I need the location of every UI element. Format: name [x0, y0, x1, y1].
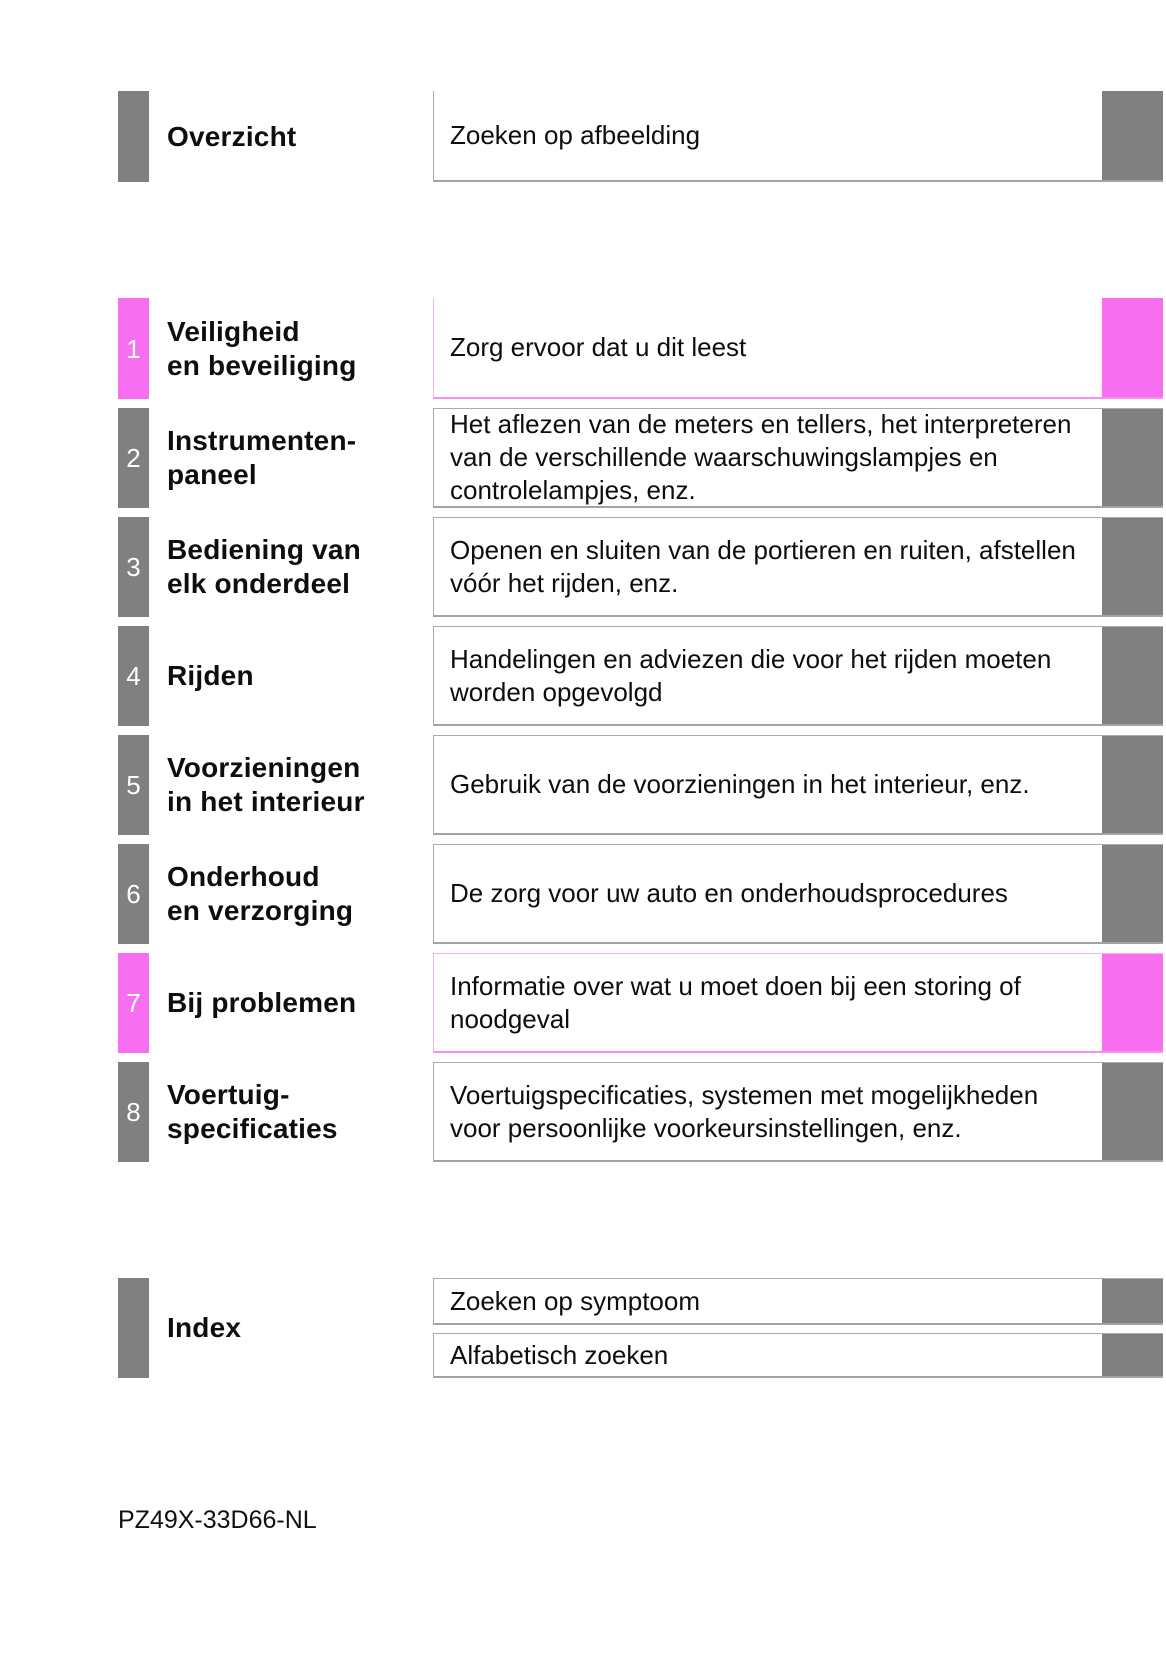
chapter-description-box-2: Het aflezen van de meters en tellers, he… [433, 408, 1163, 508]
section-row-overzicht: Overzicht Zoeken op afbeelding [0, 91, 1166, 182]
chapter-number-tab-1: 1 [118, 298, 149, 399]
chapter-title-3: Bediening van elk onderdeel [167, 534, 361, 599]
chapter-number-tab-5: 5 [118, 735, 149, 835]
publication-code: PZ49X-33D66-NL [118, 1506, 317, 1534]
accent-block-4 [1102, 627, 1163, 724]
chapter-description-overzicht: Zoeken op afbeelding [450, 120, 701, 150]
chapter-title-8: Voertuig- specificaties [167, 1079, 338, 1144]
accent-block-overzicht [1102, 91, 1163, 180]
chapter-title-5: Voorzieningen in het interieur [167, 752, 365, 817]
chapter-description-3: Openen en sluiten van de portieren en ru… [450, 534, 1076, 598]
chapter-number-tab-8: 8 [118, 1062, 149, 1162]
chapter-title-7: Bij problemen [167, 987, 357, 1018]
index-item-2: Alfabetisch zoeken [450, 1339, 669, 1370]
chapter-number-tab-6: 6 [118, 844, 149, 944]
chapter-description-box-4: Handelingen en adviezen die voor het rij… [433, 626, 1163, 726]
chapter-title-1: Veiligheid en beveiliging [167, 315, 357, 381]
section-row-7: 7 Bij problemen Informatie over wat u mo… [0, 953, 1166, 1053]
chapter-number: 5 [126, 770, 141, 800]
chapter-title-overzicht: Overzicht [167, 120, 297, 152]
chapter-description-7: Informatie over wat u moet doen bij een … [450, 970, 1021, 1034]
accent-block-7 [1102, 954, 1163, 1051]
chapter-number-tab-7: 7 [118, 953, 149, 1053]
accent-block-6 [1102, 845, 1163, 942]
chapter-title-4: Rijden [167, 660, 254, 691]
section-row-1: 1 Veiligheid en beveiliging Zorg ervoor … [0, 298, 1166, 399]
chapter-number: 1 [126, 333, 141, 364]
chapter-number: 7 [126, 988, 141, 1018]
chapter-title-2: Instrumenten- paneel [167, 425, 357, 490]
chapter-description-box-5: Gebruik van de voorzieningen in het inte… [433, 735, 1163, 835]
chapter-description-box-overzicht: Zoeken op afbeelding [433, 91, 1163, 182]
index-item-box-1: Zoeken op symptoom [433, 1278, 1163, 1325]
chapter-description-box-3: Openen en sluiten van de portieren en ru… [433, 517, 1163, 617]
chapter-description-box-7: Informatie over wat u moet doen bij een … [433, 953, 1163, 1053]
chapter-description-6: De zorg voor uw auto en onderhoudsproced… [450, 878, 1008, 908]
section-row-3: 3 Bediening van elk onderdeel Openen en … [0, 517, 1166, 617]
chapter-tab-index [118, 1278, 149, 1378]
section-row-6: 6 Onderhoud en verzorging De zorg voor u… [0, 844, 1166, 944]
section-row-5: 5 Voorzieningen in het interieur Gebruik… [0, 735, 1166, 835]
chapter-description-box-6: De zorg voor uw auto en onderhoudsproced… [433, 844, 1163, 944]
chapter-number: 2 [126, 443, 141, 473]
chapter-number: 6 [126, 879, 141, 909]
chapter-tab-overzicht [118, 91, 149, 182]
index-item-1: Zoeken op symptoom [450, 1285, 701, 1316]
chapter-number: 4 [126, 661, 141, 691]
chapter-description-box-1: Zorg ervoor dat u dit leest [433, 298, 1163, 399]
accent-block-2 [1102, 409, 1163, 506]
chapter-description-4: Handelingen en adviezen die voor het rij… [450, 643, 1052, 707]
chapter-number: 8 [126, 1097, 141, 1127]
chapter-description-8: Voertuigspecificaties, systemen met moge… [450, 1079, 1039, 1143]
section-row-2: 2 Instrumenten- paneel Het aflezen van d… [0, 408, 1166, 508]
chapter-number: 3 [126, 552, 141, 582]
section-row-index: Index Zoeken op symptoom Alfabetisch zoe… [0, 1278, 1166, 1378]
chapter-title-index: Index [167, 1312, 242, 1343]
section-row-8: 8 Voertuig- specificaties Voertuigspecif… [0, 1062, 1166, 1162]
chapter-description-box-8: Voertuigspecificaties, systemen met moge… [433, 1062, 1163, 1162]
section-row-4: 4 Rijden Handelingen en adviezen die voo… [0, 626, 1166, 726]
accent-block-index-2 [1102, 1334, 1163, 1376]
accent-block-1 [1102, 298, 1163, 397]
chapter-number-tab-3: 3 [118, 517, 149, 617]
accent-block-8 [1102, 1063, 1163, 1160]
accent-block-3 [1102, 518, 1163, 615]
chapter-description-5: Gebruik van de voorzieningen in het inte… [450, 769, 1030, 799]
chapter-number-tab-2: 2 [118, 408, 149, 508]
chapter-description-1: Zorg ervoor dat u dit leest [450, 332, 747, 362]
accent-block-5 [1102, 736, 1163, 833]
chapter-description-2: Het aflezen van de meters en tellers, he… [450, 409, 1072, 505]
chapter-title-6: Onderhoud en verzorging [167, 861, 354, 926]
accent-block-index-1 [1102, 1279, 1163, 1323]
chapter-number-tab-4: 4 [118, 626, 149, 726]
index-item-box-2: Alfabetisch zoeken [433, 1333, 1163, 1378]
